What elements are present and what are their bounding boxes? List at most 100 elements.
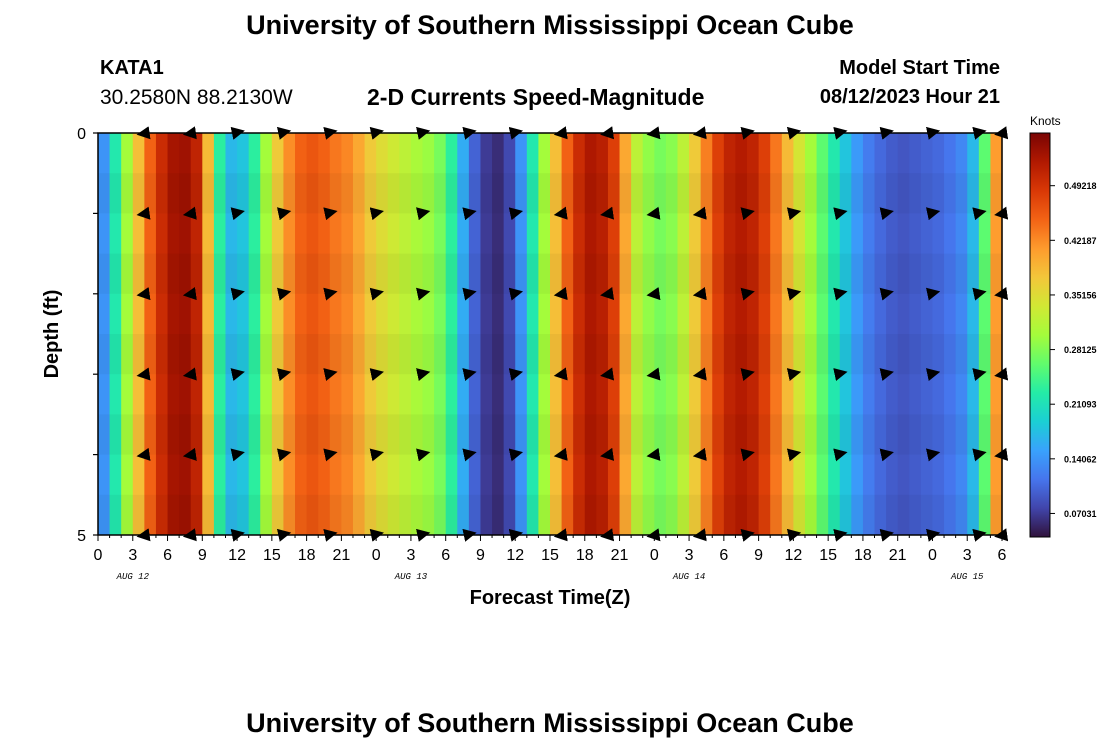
current-vector-arrow xyxy=(879,287,894,301)
current-vector-arrow xyxy=(600,287,615,301)
heatmap-cell xyxy=(190,133,203,535)
heatmap-cell xyxy=(839,133,852,535)
date-label: AUG 13 xyxy=(394,572,428,582)
current-vector-arrow xyxy=(972,287,987,301)
heatmap-cell xyxy=(155,133,169,535)
heatmap-cell xyxy=(202,133,215,535)
heatmap-cell xyxy=(399,133,412,535)
heatmap-cell xyxy=(526,133,540,535)
current-vector-arrow xyxy=(833,207,848,221)
current-vector-arrow xyxy=(230,448,245,462)
heatmap-cell xyxy=(283,133,296,535)
x-tick-label: 9 xyxy=(476,547,485,564)
current-vector-arrow xyxy=(136,367,151,381)
y-tick-label: 5 xyxy=(77,528,86,545)
current-vector-arrow xyxy=(230,287,245,301)
heatmap-cell xyxy=(341,133,354,535)
current-vector-arrow xyxy=(600,447,615,461)
current-vector-arrow xyxy=(553,206,568,220)
heatmap-cell xyxy=(329,133,342,535)
heatmap-cell xyxy=(932,133,945,535)
current-vector-arrow xyxy=(416,448,431,462)
current-vector-arrow xyxy=(369,287,384,301)
heatmap-cell xyxy=(515,133,528,535)
date-label: AUG 14 xyxy=(672,572,705,582)
x-axis-label: Forecast Time(Z) xyxy=(470,587,631,609)
current-vector-arrow xyxy=(182,206,197,220)
depth-bands xyxy=(98,173,1002,535)
heatmap-cell xyxy=(422,133,435,535)
heatmap-cell xyxy=(596,133,609,535)
station-coordinates: 30.2580N 88.2130W xyxy=(100,86,293,109)
heatmap-cell xyxy=(225,133,238,535)
current-vector-arrow xyxy=(925,287,941,301)
current-vector-arrow xyxy=(925,207,941,221)
heatmap-cell xyxy=(121,133,134,535)
current-vector-arrow xyxy=(553,367,568,381)
x-tick-label: 3 xyxy=(406,547,415,564)
x-tick-label: 15 xyxy=(819,547,837,564)
x-tick-label: 9 xyxy=(754,547,763,564)
x-tick-label: 3 xyxy=(963,547,972,564)
current-vector-arrow xyxy=(323,207,338,221)
x-tick-label: 3 xyxy=(685,547,694,564)
heatmap-cell xyxy=(434,133,447,535)
heatmap-cell xyxy=(712,133,725,535)
current-vector-arrow xyxy=(230,368,245,381)
current-vector-arrow xyxy=(553,287,568,301)
current-vector-arrow xyxy=(182,367,197,381)
heatmap-cell xyxy=(677,133,690,535)
heatmap-cell xyxy=(967,133,980,535)
heatmap-cell xyxy=(561,133,574,535)
current-vector-arrow xyxy=(786,368,802,381)
heatmap-cell xyxy=(260,133,273,535)
current-vector-arrow xyxy=(230,207,245,221)
heatmap-cell xyxy=(248,133,261,535)
current-vector-arrow xyxy=(646,287,661,301)
heatmap-cell xyxy=(132,133,145,535)
page-title-repeat: University of Southern Mississippi Ocean… xyxy=(246,708,854,738)
colorbar-unit: Knots xyxy=(1030,114,1061,128)
x-tick-label: 15 xyxy=(263,547,281,564)
heatmap-cell xyxy=(909,133,922,535)
colorbar-tick-label: 0.42187 xyxy=(1064,236,1097,246)
y-axis: 05 xyxy=(77,126,98,545)
heatmap-cell xyxy=(480,133,493,535)
heatmap-cell xyxy=(144,133,157,535)
heatmap-cell xyxy=(492,133,505,535)
current-vector-arrow xyxy=(925,448,941,462)
current-vector-arrow xyxy=(786,287,802,301)
heatmap-cell xyxy=(619,133,632,535)
date-label: AUG 12 xyxy=(116,572,150,582)
heatmap-cell xyxy=(642,133,655,535)
colorbar-bar xyxy=(1029,132,1051,538)
heatmap-cell xyxy=(306,133,319,535)
x-tick-label: 12 xyxy=(506,547,524,564)
y-axis-label: Depth (ft) xyxy=(41,290,63,379)
heatmap-cell xyxy=(503,133,516,535)
current-vector-arrow xyxy=(692,367,707,381)
heatmap-cell xyxy=(376,133,389,535)
heatmap-cell xyxy=(897,133,910,535)
date-label: AUG 15 xyxy=(950,572,984,582)
current-vector-arrow xyxy=(182,287,197,301)
current-vector-arrow xyxy=(646,367,661,381)
heatmap-cell xyxy=(295,133,308,535)
station-id: KATA1 xyxy=(100,57,164,79)
current-vector-arrow xyxy=(369,207,384,221)
x-tick-label: 6 xyxy=(441,547,450,564)
colorbar-tick-label: 0.28125 xyxy=(1064,345,1097,355)
x-tick-label: 9 xyxy=(198,547,207,564)
heatmap-cell xyxy=(793,133,806,535)
current-vector-arrow xyxy=(692,287,707,301)
current-vector-arrow xyxy=(879,448,894,462)
heatmap-cell xyxy=(770,133,783,535)
heatmap-cell xyxy=(747,133,760,535)
x-tick-label: 21 xyxy=(332,547,350,564)
x-tick-label: 0 xyxy=(650,547,659,564)
heatmap-cell xyxy=(237,133,250,535)
current-vector-arrow xyxy=(136,206,151,220)
current-vector-arrow xyxy=(740,287,755,301)
heatmap-cell xyxy=(364,133,377,535)
current-vector-arrow xyxy=(276,207,292,221)
